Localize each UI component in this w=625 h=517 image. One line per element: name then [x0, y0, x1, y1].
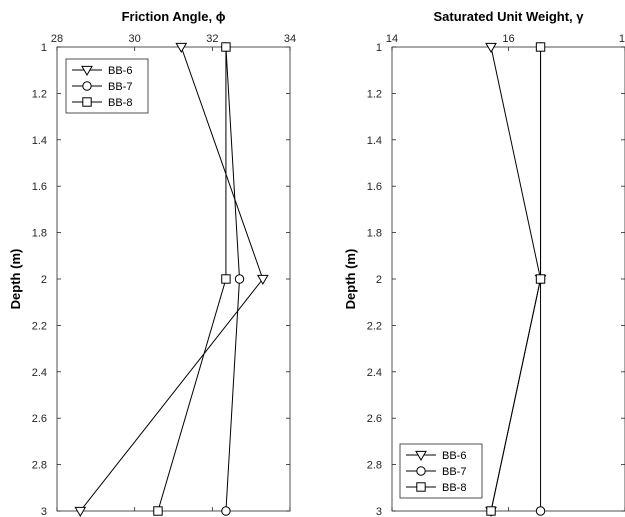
- y-tick-label: 1.4: [367, 135, 382, 147]
- y-tick-label: 2: [41, 274, 47, 286]
- data-point-bb-8: [535, 42, 546, 52]
- plot-frame: [391, 46, 625, 512]
- y-tick-label: 2.6: [32, 413, 47, 425]
- y-tick-label: 1: [376, 42, 382, 54]
- data-point-bb-8: [221, 42, 231, 52]
- legend: BB-6 BB-7 BB-8: [65, 58, 149, 114]
- y-tick-label: 1.2: [367, 88, 382, 100]
- legend-label: BB-7: [442, 466, 466, 478]
- y-tick-label: 1.6: [32, 181, 47, 193]
- chart-panel-2: 14 16 18 1 1.2 1.4 1.6 1.8 2 2.2 2.4 2.6 2.8 3 Saturat…: [343, 9, 625, 517]
- x-tick-label: 18: [619, 33, 625, 45]
- legend-label: BB-7: [108, 81, 132, 93]
- y-axis-label: Depth (m): [343, 249, 358, 310]
- data-point-bb-8: [535, 274, 546, 284]
- y-tick-label: 1.8: [367, 228, 382, 240]
- y-tick-label: 3: [376, 506, 382, 517]
- data-point-bb-8: [153, 506, 163, 516]
- data-point-bb-8: [221, 274, 231, 284]
- series-line-bb-8: [490, 47, 542, 512]
- legend: BB-6 BB-7 BB-8: [399, 443, 483, 499]
- legend-label: BB-8: [442, 482, 466, 494]
- data-point-bb-6: [485, 42, 497, 53]
- x-tick-label: 32: [206, 33, 218, 45]
- legend-label: BB-8: [108, 97, 132, 109]
- y-tick-label: 2: [376, 274, 382, 286]
- data-point-bb-6: [256, 274, 269, 285]
- y-tick-label: 2.8: [367, 460, 382, 472]
- x-tick-label: 28: [51, 33, 63, 45]
- y-tick-label: 3: [41, 506, 47, 517]
- legend-marker-bb-7: [416, 466, 426, 476]
- legend-marker-bb-7: [82, 81, 92, 91]
- plot-frame: [56, 46, 291, 512]
- y-tick-label: 1.6: [367, 181, 382, 193]
- series-line-bb-6: [490, 46, 542, 512]
- y-tick-label: 2.4: [32, 367, 47, 379]
- y-tick-label: 2.2: [367, 320, 382, 332]
- y-tick-label: 1.4: [32, 135, 47, 147]
- data-point-bb-6: [175, 42, 188, 53]
- legend-label: BB-6: [442, 450, 466, 462]
- x-tick-label: 14: [386, 33, 398, 45]
- y-tick-label: 1.8: [32, 228, 47, 240]
- data-point-bb-7: [234, 274, 245, 284]
- x-tick-label: 16: [502, 33, 514, 45]
- chart-title: Saturated Unit Weight, γ: [434, 9, 585, 24]
- legend-marker-bb-6: [81, 65, 93, 76]
- legend-marker-bb-6: [415, 450, 427, 461]
- y-tick-label: 1.2: [32, 88, 47, 100]
- chart-panel-1: 28 30 32 34 1 1.2 1.4 1.6 1.8 2 2.2 2.4 2.6 2.8 3 Frict…: [8, 9, 296, 517]
- y-axis-label: Depth (m): [8, 249, 23, 310]
- series-line-bb-8: [157, 47, 227, 512]
- data-point-bb-6: [74, 506, 87, 517]
- data-point-bb-8: [486, 506, 496, 516]
- y-tick-label: 2.6: [367, 413, 382, 425]
- y-tick-label: 2.8: [32, 460, 47, 472]
- x-tick-label: 34: [284, 33, 296, 45]
- data-point-bb-7: [535, 506, 546, 516]
- x-tick-label: 30: [129, 33, 141, 45]
- legend-marker-bb-8: [82, 97, 92, 107]
- legend-label: BB-6: [108, 65, 132, 77]
- data-point-bb-7: [221, 506, 231, 516]
- y-tick-label: 1: [41, 42, 47, 54]
- chart-title: Friction Angle, ϕ: [122, 9, 226, 24]
- y-tick-label: 2.4: [367, 367, 382, 379]
- y-tick-label: 2.2: [32, 320, 47, 332]
- legend-marker-bb-8: [416, 482, 426, 492]
